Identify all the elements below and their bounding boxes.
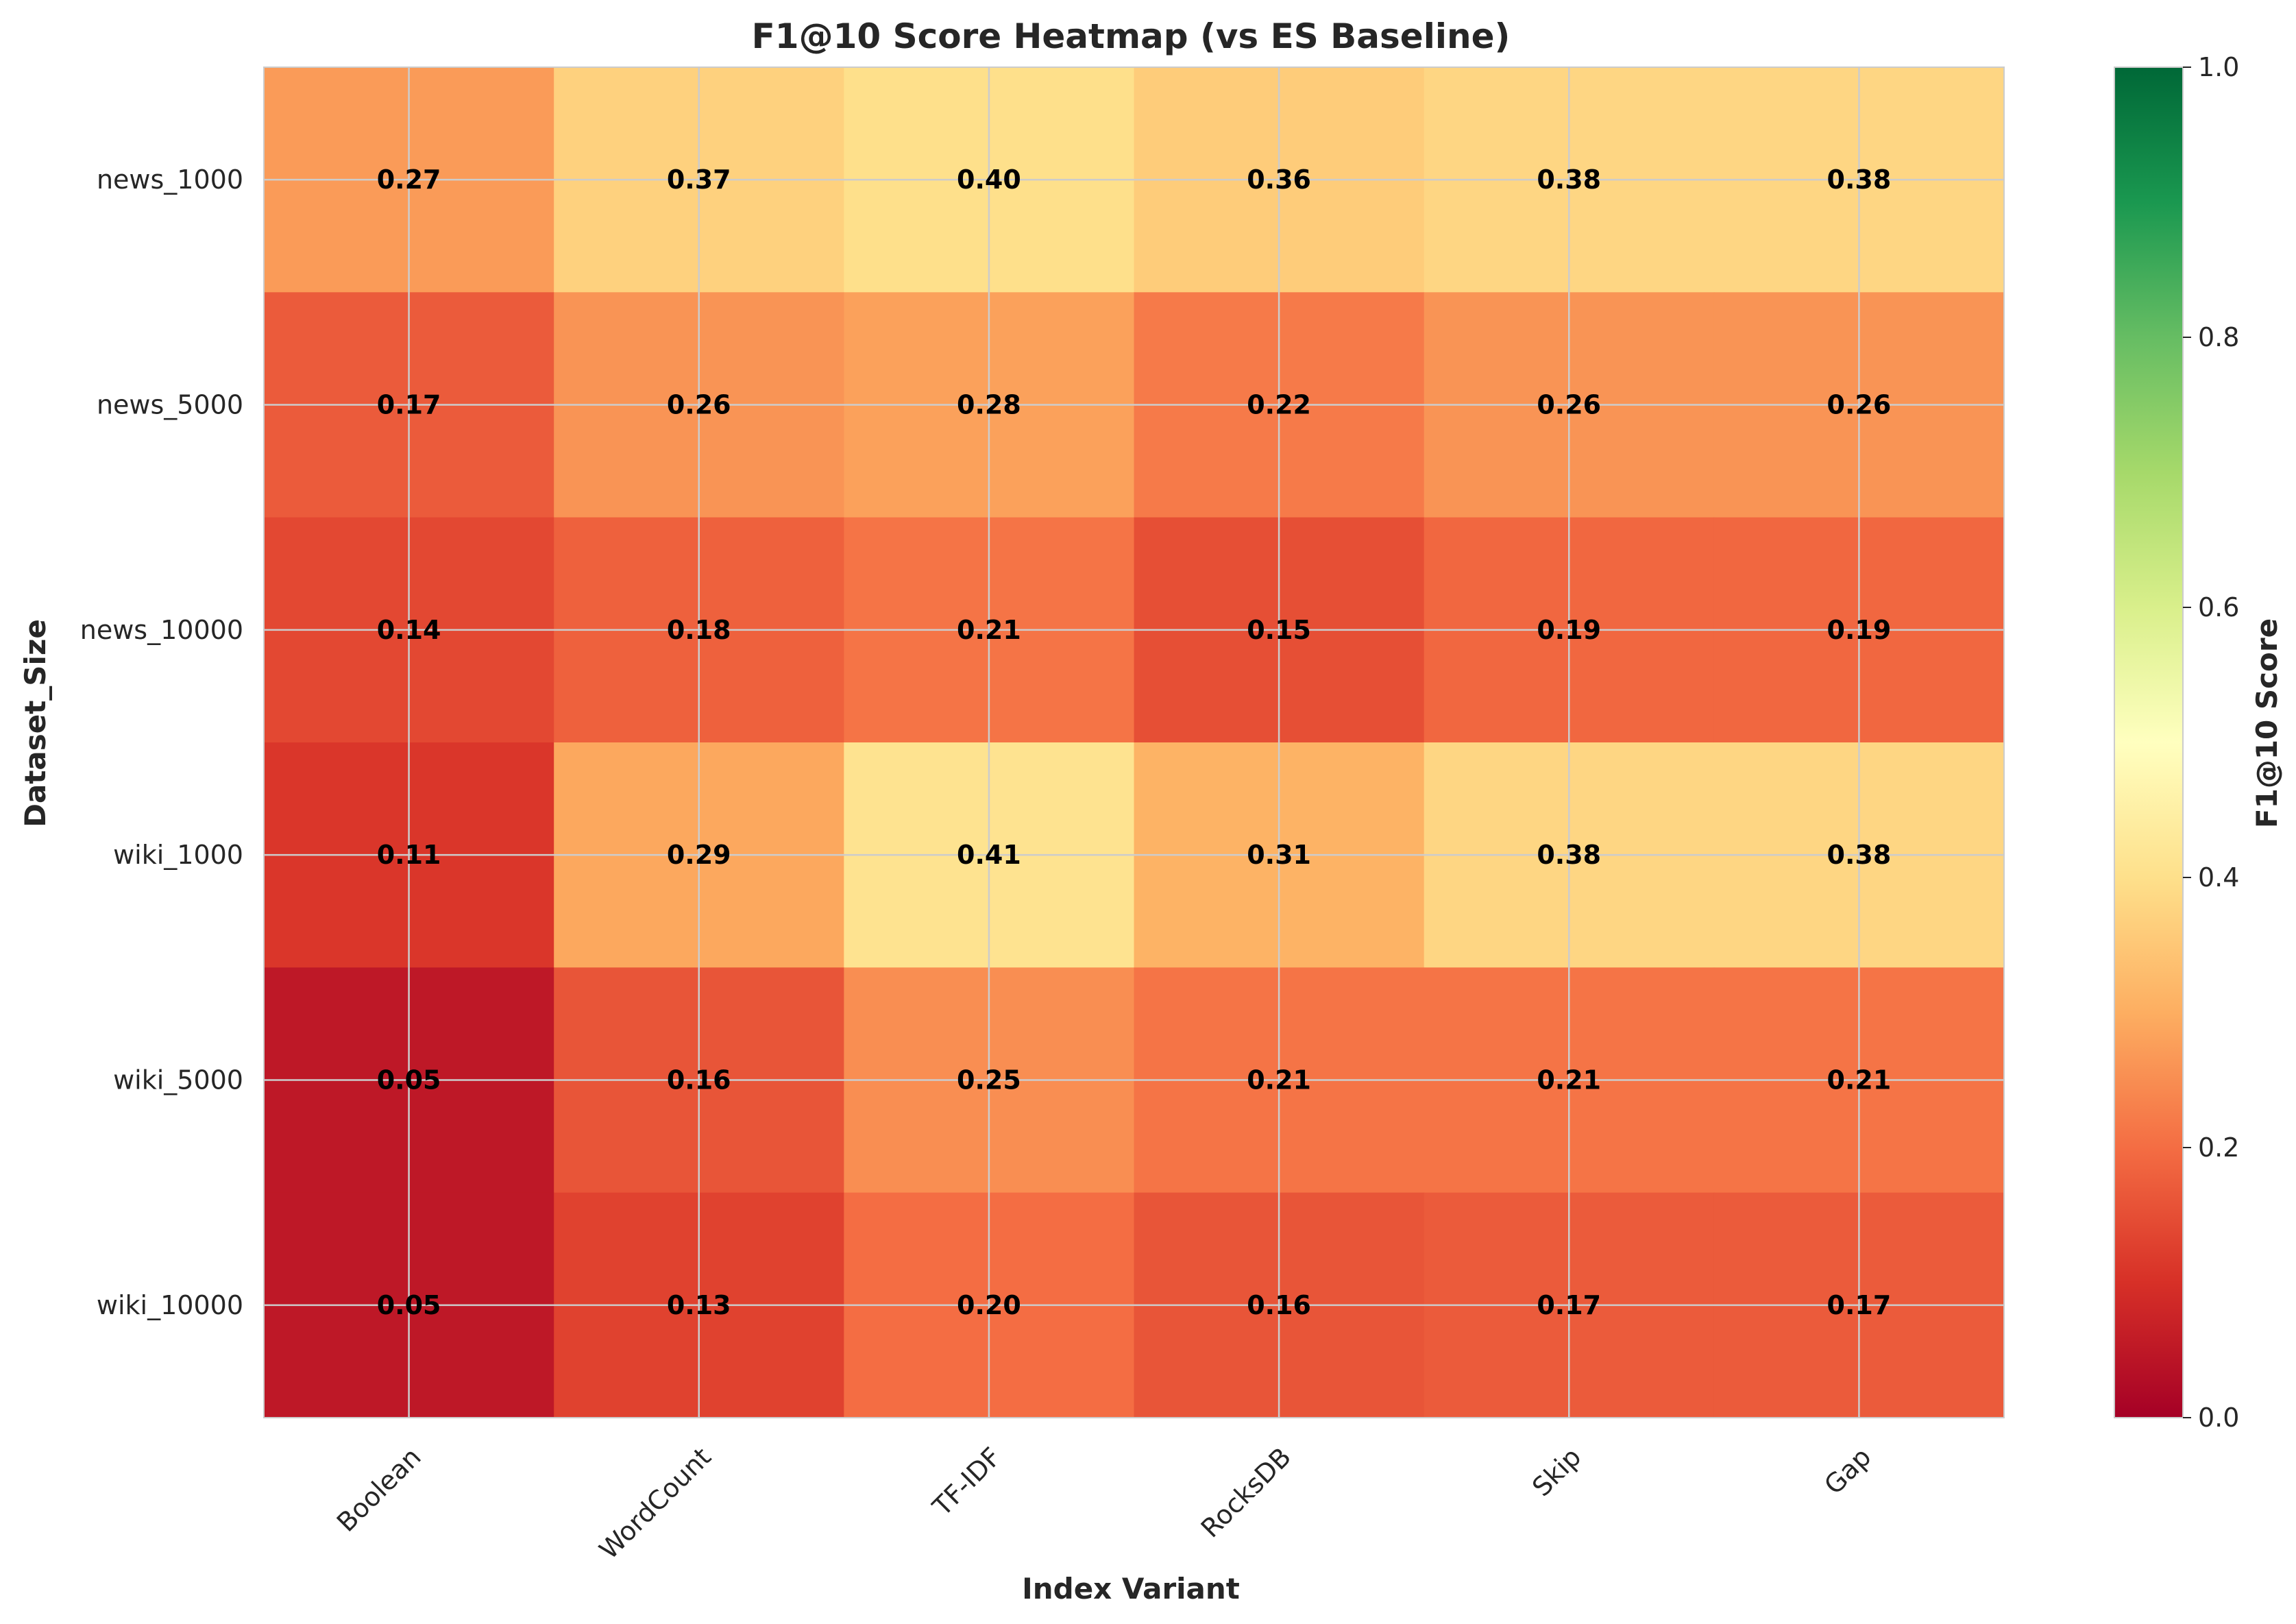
- y-axis-tick-labels: news_1000 news_5000 news_10000 wiki_1000wik…: [80, 165, 243, 1320]
- cell-value-label: 0.36: [1247, 165, 1311, 195]
- cell-value-label: 0.20: [957, 1290, 1021, 1320]
- cell-value-label: 0.14: [377, 615, 441, 645]
- cell-value-label: 0.38: [1537, 165, 1601, 195]
- colorbar-tick-label: 1.0: [2198, 52, 2239, 82]
- plot-frame: [263, 66, 2005, 1418]
- cell-value-label: 0.18: [667, 615, 731, 645]
- colorbar-tick-label: 0.2: [2198, 1132, 2239, 1163]
- cell-value-label: 0.26: [1827, 390, 1892, 420]
- y-tick-label: wiki_5000: [113, 1065, 243, 1095]
- cell-value-label: 0.05: [377, 1290, 441, 1320]
- chart-title: F1@10 Score Heatmap (vs ES Baseline): [752, 16, 1511, 56]
- cell-value-label: 0.19: [1827, 615, 1892, 645]
- cell-value-label: 0.27: [377, 165, 441, 195]
- colorbar-ticks: 0.0 0.2 0.4 0.6 0.8 1.0: [2183, 52, 2239, 1433]
- cell-value-label: 0.21: [1827, 1065, 1892, 1095]
- cell-value-label: 0.38: [1537, 840, 1601, 870]
- cell-value-label: 0.31: [1247, 840, 1311, 870]
- colorbar-tick-label: 0.0: [2198, 1403, 2239, 1433]
- y-tick-label: wiki_10000: [97, 1290, 243, 1320]
- cell-value-label: 0.19: [1537, 615, 1601, 645]
- cell-value-label: 0.22: [1247, 390, 1311, 420]
- cell-value-label: 0.05: [377, 1065, 441, 1095]
- colorbar-tick-label: 0.8: [2198, 322, 2239, 352]
- y-tick-label: news_1000: [97, 165, 243, 195]
- y-tick-label: wiki_1000: [113, 840, 243, 870]
- x-tick-label: TF-IDF: [927, 1442, 1007, 1522]
- cell-value-label: 0.13: [667, 1290, 731, 1320]
- x-axis-label: Index Variant: [1022, 1572, 1240, 1605]
- cell-value-label: 0.37: [667, 165, 731, 195]
- cell-value-label: 0.26: [667, 390, 731, 420]
- cell-value-label: 0.38: [1827, 165, 1892, 195]
- heatmap-cells: [264, 67, 2005, 1418]
- cell-value-label: 0.21: [1537, 1065, 1601, 1095]
- cell-value-label: 0.17: [377, 390, 441, 420]
- y-axis-label: Dataset_Size: [19, 619, 52, 827]
- cell-value-label: 0.11: [377, 840, 441, 870]
- x-tick-label: Skip: [1526, 1442, 1587, 1502]
- x-tick-label: Gap: [1818, 1442, 1877, 1500]
- cell-value-label: 0.28: [957, 390, 1021, 420]
- cell-value-label: 0.26: [1537, 390, 1601, 420]
- y-tick-label: news_10000: [80, 615, 243, 645]
- cell-value-label: 0.17: [1537, 1290, 1601, 1320]
- cell-value-label: 0.16: [667, 1065, 731, 1095]
- x-tick-label: Boolean: [331, 1442, 427, 1538]
- cell-value-label: 0.29: [667, 840, 731, 870]
- x-tick-label: RocksDB: [1195, 1442, 1297, 1543]
- cell-value-label: 0.40: [957, 165, 1021, 195]
- x-tick-label: WordCount: [594, 1442, 717, 1565]
- colorbar-label: F1@10 Score: [2250, 618, 2284, 828]
- colorbar-tick-label: 0.4: [2198, 862, 2239, 893]
- cell-value-label: 0.25: [957, 1065, 1021, 1095]
- x-axis-tick-labels: Boolean WordCount TF-IDF RocksDB Skip Gap: [331, 1442, 1877, 1565]
- cell-value-label: 0.17: [1827, 1290, 1892, 1320]
- cell-value-label: 0.21: [1247, 1065, 1311, 1095]
- heatmap-gridlines: [263, 66, 2005, 1418]
- cell-value-label: 0.41: [957, 840, 1021, 870]
- cell-value-labels: 0.27 0.37 0.40 0.36 0.38 0.38 0.17 0.26 0.28 0.22…: [377, 165, 1892, 1320]
- colorbar-tick-label: 0.6: [2198, 592, 2239, 622]
- colorbar: [2114, 66, 2184, 1418]
- cell-value-label: 0.21: [957, 615, 1021, 645]
- cell-value-label: 0.15: [1247, 615, 1311, 645]
- cell-value-label: 0.16: [1247, 1290, 1311, 1320]
- y-tick-label: news_5000: [97, 390, 243, 420]
- cell-value-label: 0.38: [1827, 840, 1892, 870]
